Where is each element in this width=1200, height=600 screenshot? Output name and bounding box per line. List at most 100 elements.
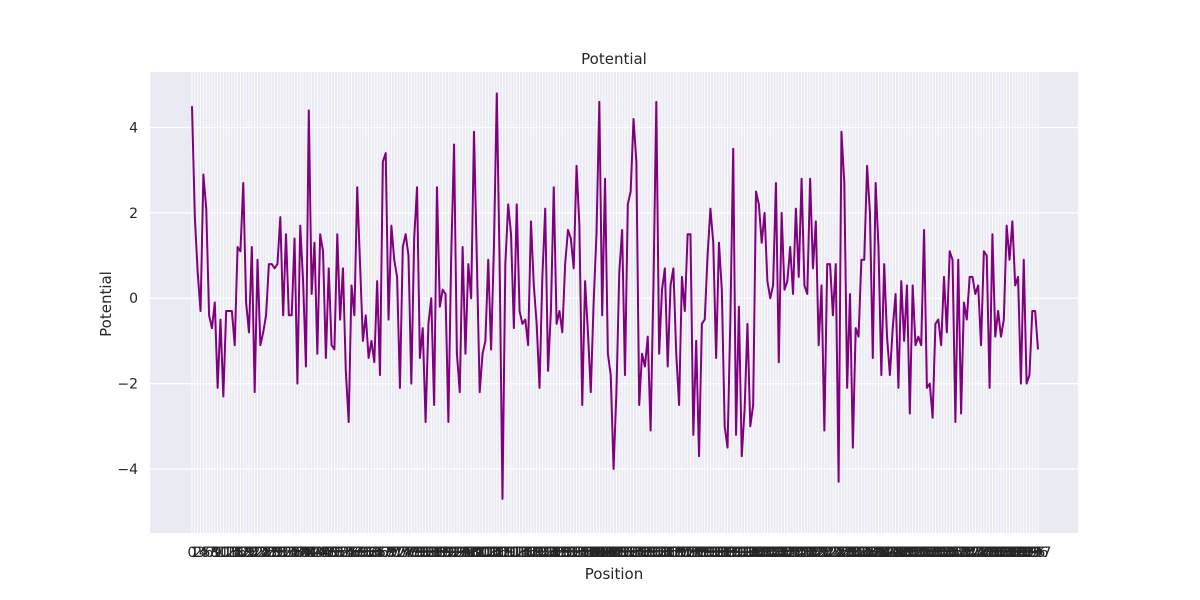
- x-tick-label: 215: [791, 545, 818, 561]
- x-tick-label: 130: [549, 545, 576, 561]
- x-tick-label: 106: [481, 545, 508, 561]
- x-tick-label: 56: [343, 545, 361, 561]
- x-tick-label: 193: [728, 545, 755, 561]
- x-tick-label: 41: [300, 545, 318, 561]
- x-tick-label: 157: [626, 545, 653, 561]
- x-tick-label: 39: [294, 545, 312, 561]
- x-tick-label: 212: [783, 545, 810, 561]
- x-tick-label: 113: [501, 545, 528, 561]
- x-tick-label: 282: [982, 545, 1009, 561]
- x-tick-label: 153: [614, 545, 641, 561]
- x-tick-label: 69: [380, 545, 398, 561]
- x-tick-label: 94: [451, 545, 469, 561]
- x-tick-label: 242: [868, 545, 895, 561]
- x-tick-label: 252: [896, 545, 923, 561]
- x-tick-label: 134: [560, 545, 587, 561]
- x-tick-label: 152: [612, 545, 639, 561]
- x-tick-label: 280: [976, 545, 1003, 561]
- x-tick-label: 4: [199, 545, 208, 561]
- y-tick-label: 0: [129, 291, 138, 307]
- x-tick-label: 292: [1010, 545, 1037, 561]
- x-tick-label: 183: [700, 545, 727, 561]
- x-tick-label: 255: [905, 545, 932, 561]
- x-tick-label: 224: [817, 545, 844, 561]
- x-tick-label: 105: [478, 545, 505, 561]
- x-tick-label: 203: [757, 545, 784, 561]
- x-tick-label: 86: [428, 545, 446, 561]
- x-tick-label: 141: [580, 545, 607, 561]
- x-tick-labels: 0123456789101112131415161718192021222324…: [188, 545, 1052, 561]
- x-tick-label: 290: [1005, 545, 1032, 561]
- x-tick-label: 18: [234, 545, 252, 561]
- x-tick-label: 185: [706, 545, 733, 561]
- x-tick-label: 186: [708, 545, 735, 561]
- x-tick-label: 243: [871, 545, 898, 561]
- x-tick-label: 66: [371, 545, 389, 561]
- x-tick-label: 107: [483, 545, 510, 561]
- x-tick-label: 170: [663, 545, 690, 561]
- x-tick-label: 35: [283, 545, 301, 561]
- x-tick-label: 160: [634, 545, 661, 561]
- x-tick-label: 161: [637, 545, 664, 561]
- x-tick-label: 97: [459, 545, 477, 561]
- x-tick-label: 179: [689, 545, 716, 561]
- x-tick-label: 277: [968, 545, 995, 561]
- x-tick-label: 197: [740, 545, 767, 561]
- x-tick-label: 169: [660, 545, 687, 561]
- x-tick-label: 7: [207, 545, 216, 561]
- x-tick-label: 77: [402, 545, 420, 561]
- x-tick-label: 228: [828, 545, 855, 561]
- x-tick-label: 104: [475, 545, 502, 561]
- x-tick-label: 190: [720, 545, 747, 561]
- x-tick-label: 23: [249, 545, 267, 561]
- x-tick-label: 266: [936, 545, 963, 561]
- x-tick-label: 194: [731, 545, 758, 561]
- x-tick-label: 289: [1002, 545, 1029, 561]
- x-tick-label: 85: [425, 545, 443, 561]
- x-tick-label: 55: [340, 545, 358, 561]
- x-tick-label: 116: [509, 545, 536, 561]
- x-tick-label: 154: [617, 545, 644, 561]
- x-tick-label: 234: [845, 545, 872, 561]
- x-tick-label: 181: [694, 545, 721, 561]
- x-tick-label: 58: [348, 545, 366, 561]
- x-tick-label: 151: [609, 545, 636, 561]
- chart-title: Potential: [581, 50, 647, 68]
- x-tick-label: 210: [777, 545, 804, 561]
- x-tick-label: 265: [933, 545, 960, 561]
- x-tick-label: 73: [391, 545, 409, 561]
- x-tick-label: 168: [657, 545, 684, 561]
- x-tick-label: 101: [466, 545, 493, 561]
- x-tick-label: 159: [632, 545, 659, 561]
- x-tick-label: 248: [885, 545, 912, 561]
- x-tick-label: 244: [874, 545, 901, 561]
- x-tick-label: 76: [400, 545, 418, 561]
- x-tick-label: 195: [734, 545, 761, 561]
- x-tick-label: 120: [520, 545, 547, 561]
- x-tick-label: 214: [788, 545, 815, 561]
- x-tick-label: 231: [837, 545, 864, 561]
- x-tick-label: 60: [354, 545, 372, 561]
- x-tick-label: 222: [811, 545, 838, 561]
- x-tick-label: 12: [217, 545, 235, 561]
- x-tick-label: 147: [597, 545, 624, 561]
- x-tick-label: 296: [1022, 545, 1049, 561]
- x-tick-label: 44: [308, 545, 326, 561]
- x-tick-label: 263: [928, 545, 955, 561]
- x-tick-label: 74: [394, 545, 412, 561]
- x-tick-label: 118: [515, 545, 542, 561]
- x-tick-label: 269: [945, 545, 972, 561]
- x-tick-label: 11: [214, 545, 232, 561]
- x-tick-label: 165: [649, 545, 676, 561]
- x-tick-label: 45: [311, 545, 329, 561]
- x-tick-label: 258: [914, 545, 941, 561]
- x-tick-label: 293: [1013, 545, 1040, 561]
- x-tick-label: 90: [439, 545, 457, 561]
- x-tick-label: 226: [822, 545, 849, 561]
- x-tick-label: 199: [745, 545, 772, 561]
- x-tick-label: 29: [266, 545, 284, 561]
- x-tick-label: 198: [743, 545, 770, 561]
- x-tick-label: 285: [990, 545, 1017, 561]
- x-tick-label: 177: [683, 545, 710, 561]
- x-tick-label: 146: [595, 545, 622, 561]
